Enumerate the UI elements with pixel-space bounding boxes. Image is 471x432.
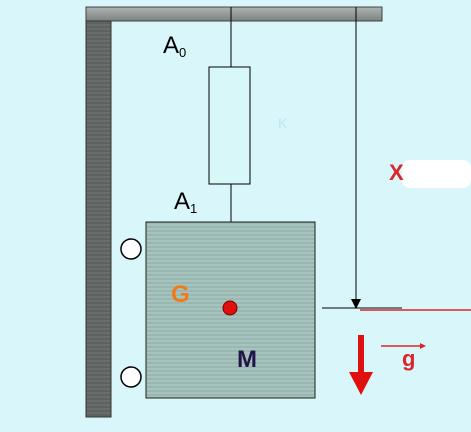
vertical-guide-wall	[85, 20, 112, 418]
center-of-mass-dot	[222, 300, 238, 316]
lower-roller	[120, 366, 142, 388]
upper-roller	[120, 238, 142, 260]
spring-constant-label: K	[278, 115, 288, 131]
gravity-label: g	[402, 346, 416, 371]
point-a0-label: A0	[163, 32, 187, 60]
x-displacement-label: X	[389, 160, 404, 185]
center-of-mass-label: G	[171, 281, 190, 308]
spring	[208, 66, 251, 185]
mass-label: M	[237, 346, 257, 373]
g-vector-head	[420, 343, 426, 349]
point-a1-label: A1	[174, 188, 198, 216]
x-label-box	[402, 160, 471, 188]
top-support-beam	[85, 6, 383, 22]
gravity-arrow-head	[349, 372, 373, 395]
x-measure-arrowhead	[351, 299, 361, 309]
